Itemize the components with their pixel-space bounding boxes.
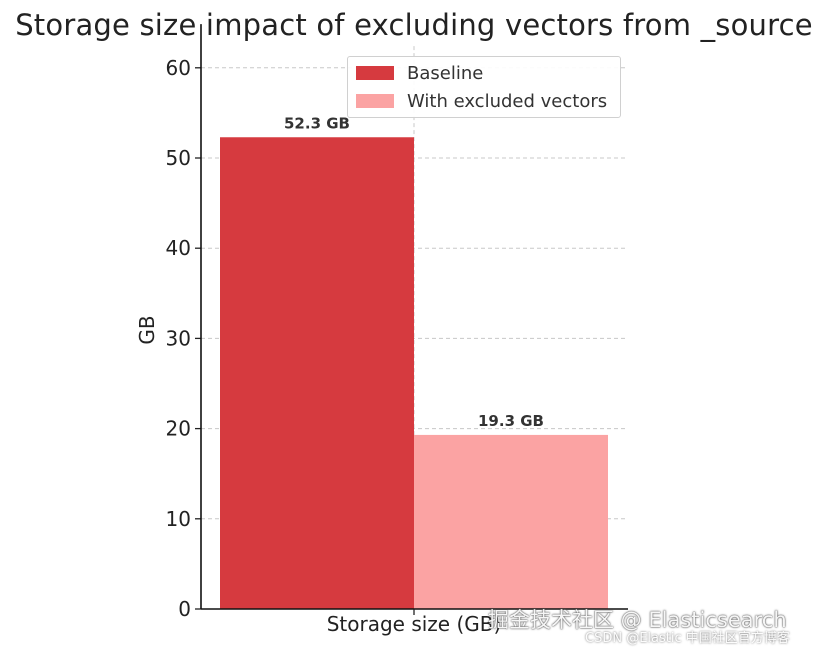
- legend-item-baseline: Baseline: [356, 62, 483, 84]
- legend: Baseline With excluded vectors: [347, 56, 621, 118]
- y-axis-label: GB: [135, 315, 159, 345]
- x-axis-label: Storage size (GB): [326, 612, 502, 636]
- bar-data-label: 52.3 GB: [284, 114, 350, 132]
- y-tick-label: 20: [166, 417, 191, 441]
- bar-data-label: 19.3 GB: [478, 412, 544, 430]
- y-tick-label: 50: [166, 146, 191, 170]
- legend-label-excluded: With excluded vectors: [407, 90, 608, 112]
- watermark-sub: CSDN @Elastic 中国社区官方博客: [585, 631, 790, 646]
- bar-excluded-vectors: [414, 434, 608, 609]
- y-tick-label: 30: [166, 326, 191, 350]
- bar-baseline: [220, 137, 414, 609]
- legend-swatch-baseline: [356, 66, 394, 80]
- y-tick-label: 0: [178, 597, 191, 621]
- watermark-main: 掘金技术社区 @ Elasticsearch: [488, 608, 787, 632]
- chart-title: Storage size impact of excluding vectors…: [15, 8, 813, 42]
- y-tick-label: 60: [166, 56, 191, 80]
- y-tick-label: 40: [166, 236, 191, 260]
- y-tick-label: 10: [166, 507, 191, 531]
- legend-swatch-excluded: [356, 94, 394, 108]
- legend-item-excluded: With excluded vectors: [356, 90, 607, 112]
- legend-label-baseline: Baseline: [407, 62, 484, 84]
